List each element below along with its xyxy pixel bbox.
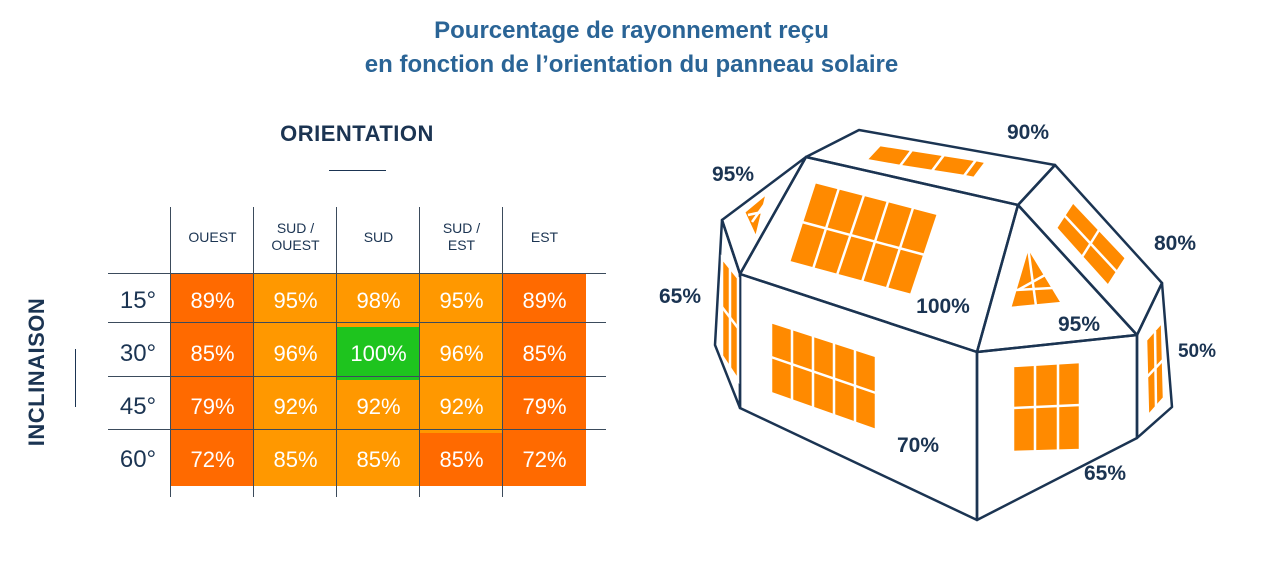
col-header-sud: SUD: [337, 212, 420, 262]
col-header-line2: EST: [447, 237, 476, 253]
col-header-line1: SUD /: [442, 220, 481, 236]
label-right-wall: 50%: [1178, 341, 1216, 362]
label-left-wall: 65%: [659, 285, 701, 308]
col-header-line1: SUD: [363, 228, 394, 245]
grid-line-v: [419, 207, 420, 497]
orientation-label: ORIENTATION: [280, 121, 434, 146]
table-cell: 89%: [503, 274, 586, 327]
table-cell: 72%: [171, 433, 254, 486]
grid-line-h: [108, 322, 606, 323]
col-header-line2: OUEST: [271, 237, 320, 253]
col-header-line1: EST: [530, 228, 559, 245]
table-cell: 100%: [337, 327, 420, 380]
title-line-2: en fonction de l’orientation du panneau …: [364, 51, 899, 78]
table-cell: 92%: [254, 380, 337, 433]
table-cell: 96%: [254, 327, 337, 380]
label-roof-back: 90%: [1007, 121, 1049, 144]
table-cell: 85%: [420, 433, 503, 486]
inclinaison-divider: [75, 349, 76, 407]
grid-line-v: [253, 207, 254, 497]
table-cell: 92%: [337, 380, 420, 433]
label-front-right-wall: 65%: [1084, 462, 1126, 485]
label-right-gable: 95%: [1058, 313, 1100, 336]
row-header-45: 45°: [119, 393, 157, 420]
grid-line-v: [502, 207, 503, 497]
col-header-ouest: OUEST: [171, 212, 254, 262]
table-cell: 79%: [171, 380, 254, 433]
col-header-est: EST: [503, 212, 586, 262]
grid-line-v: [170, 207, 171, 497]
grid-line-h: [108, 273, 606, 274]
right-wall-outline: [1135, 281, 1174, 440]
row-header-60: 60°: [119, 446, 157, 473]
row-header-15: 15°: [119, 287, 157, 314]
table-cell: 96%: [420, 327, 503, 380]
grid-line-h: [108, 429, 606, 430]
table-cell: 92%: [420, 380, 503, 433]
col-header-line1: OUEST: [188, 228, 237, 245]
grid-line-h: [108, 376, 606, 377]
label-right-roof: 80%: [1154, 232, 1196, 255]
grid-line-v: [336, 207, 337, 497]
table-cell: 98%: [337, 274, 420, 327]
row-header-30: 30°: [119, 340, 157, 367]
label-main-roof: 100%: [916, 295, 970, 318]
col-header-line1: SUD /: [276, 220, 315, 236]
table-cell: 79%: [503, 380, 586, 433]
title-line-1: Pourcentage de rayonnement reçu: [434, 17, 829, 44]
label-front-wall: 70%: [897, 434, 939, 457]
col-header-sud-ouest: SUD / OUEST: [254, 212, 337, 262]
table-cell: 85%: [254, 433, 337, 486]
table-cell: 85%: [171, 327, 254, 380]
panel-roof-back: [863, 143, 989, 180]
label-left-gable: 95%: [712, 163, 754, 186]
table-cell: 72%: [503, 433, 586, 486]
table-cell: 95%: [254, 274, 337, 327]
table-cell: 95%: [420, 274, 503, 327]
col-header-sud-est: SUD / EST: [420, 212, 503, 262]
orientation-divider: [329, 170, 386, 171]
table-cell: 85%: [337, 433, 420, 486]
table-cell: 85%: [503, 327, 586, 380]
table-cell: 89%: [171, 274, 254, 327]
